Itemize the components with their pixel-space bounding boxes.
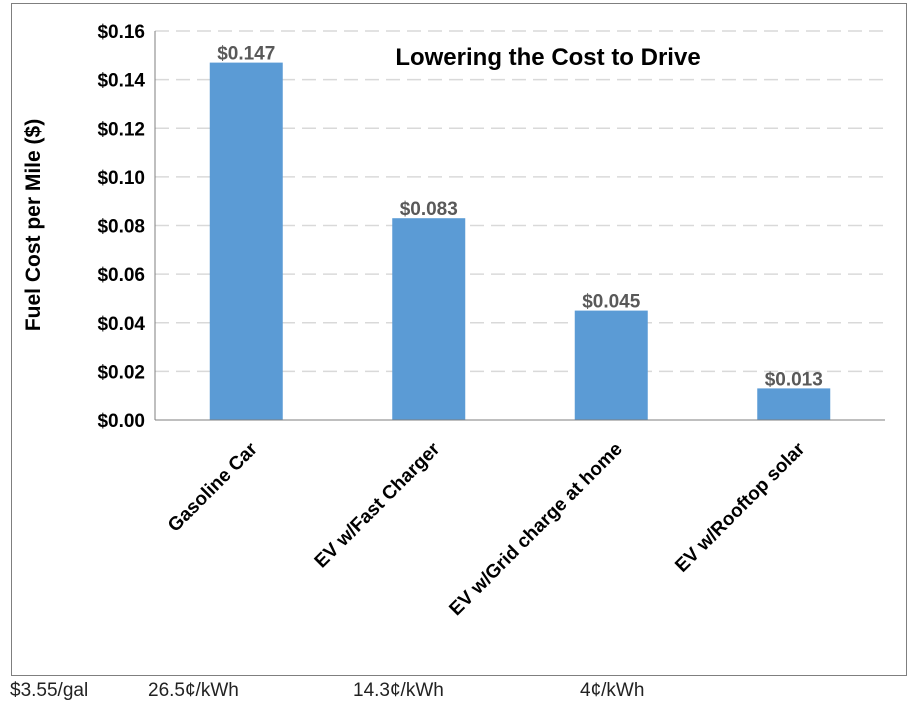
y-tick-label: $0.00 [97, 411, 145, 432]
price-note-grid-home: 14.3¢/kWh [353, 680, 444, 701]
x-axis-categories: Gasoline Car EV w/Fast Charger EV w/Grid c… [164, 438, 810, 620]
chart-title: Lowering the Cost to Drive [395, 44, 700, 71]
y-tick-label: $0.06 [97, 265, 145, 286]
price-note-fast-charger: 26.5¢/kWh [148, 680, 239, 701]
data-label: $0.147 [217, 44, 275, 65]
data-label: $0.083 [400, 199, 458, 220]
bar [392, 218, 466, 420]
y-tick-label: $0.16 [97, 22, 145, 43]
x-category-label: EV w/Rooftop solar [671, 438, 809, 576]
bars [209, 62, 831, 420]
x-category-label: EV w/Grid charge at home [445, 439, 626, 620]
x-category-label: Gasoline Car [164, 438, 262, 536]
price-note-gasoline: $3.55/gal [10, 680, 89, 701]
data-label: $0.013 [765, 369, 823, 390]
gridlines [155, 30, 885, 373]
y-tick-label: $0.12 [97, 119, 145, 140]
y-tick-label: $0.10 [97, 168, 145, 189]
y-tick-label: $0.02 [97, 362, 145, 383]
y-tick-label: $0.14 [97, 71, 145, 92]
y-axis-label: Fuel Cost per Mile ($) [22, 119, 45, 331]
y-tick-label: $0.08 [97, 217, 145, 238]
data-label: $0.045 [582, 292, 641, 313]
x-category-label: EV w/Fast Charger [311, 438, 445, 572]
bar [757, 388, 831, 420]
bar [574, 310, 648, 420]
bar [209, 62, 283, 420]
y-tick-label: $0.04 [97, 314, 145, 335]
y-axis-ticks: $0.00 $0.02 $0.04 $0.06 $0.08 $0.10 $0.12 $0.14… [97, 22, 145, 432]
data-labels: $0.147 $0.083 $0.045 $0.013 [217, 44, 823, 391]
price-note-rooftop-solar: 4¢/kWh [580, 680, 645, 701]
